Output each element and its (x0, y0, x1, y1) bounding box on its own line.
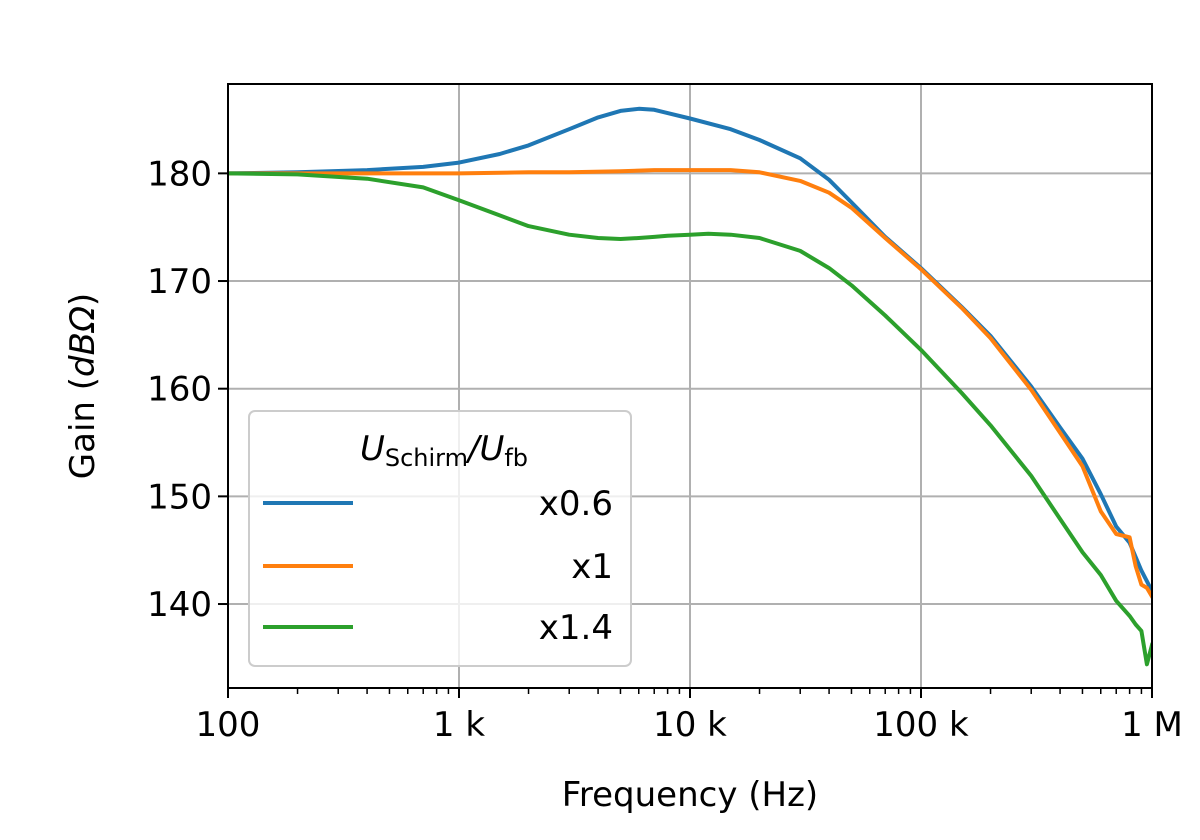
x-axis-label: Frequency (Hz) (562, 775, 818, 815)
legend-label: x0.6 (539, 484, 613, 524)
legend-label: x1.4 (539, 608, 613, 648)
series-line-x1.4 (228, 171, 1152, 667)
y-axis-label-unit: dBΩ (63, 306, 103, 377)
y-tick-label: 150 (147, 477, 212, 517)
series-line-x0.6 (228, 106, 1152, 594)
legend-title-sub2: fb (504, 444, 528, 472)
x-tick-label: 100 k (873, 705, 969, 745)
legend-title-sub1: Schirm (385, 444, 468, 472)
legend-title-u: U (360, 429, 385, 469)
x-tick-label: 10 k (653, 705, 727, 745)
y-tick-label: 160 (147, 370, 212, 410)
y-tick-label: 170 (147, 262, 212, 302)
legend-title: USchirm/Ufb (360, 429, 528, 472)
x-tick-label: 1 M (1121, 705, 1183, 745)
legend-box (248, 410, 632, 667)
series-lines (228, 106, 1152, 667)
legend-title-slash: /U (465, 429, 504, 469)
y-axis-label-close: ) (63, 293, 103, 306)
x-tick-label: 1 k (433, 705, 485, 745)
x-tick-label: 100 (196, 705, 261, 745)
y-tick-label: 180 (147, 154, 212, 194)
series-line-x1 (228, 168, 1152, 600)
y-axis-label: Gain (dBΩ) (63, 293, 103, 479)
legend-label: x1 (571, 547, 613, 587)
legend-entries: x0.6 x1 x1.4 (263, 484, 613, 648)
y-axis-ticks: 140 150 160 170 180 (147, 154, 228, 625)
y-axis-label-text: Gain ( (63, 377, 103, 479)
legend: USchirm/Ufb x0.6 x1 x1.4 (248, 410, 632, 667)
y-tick-label: 140 (147, 585, 212, 625)
x-axis-ticks: 100 1 k 10 k 100 k 1 M (196, 688, 1183, 745)
